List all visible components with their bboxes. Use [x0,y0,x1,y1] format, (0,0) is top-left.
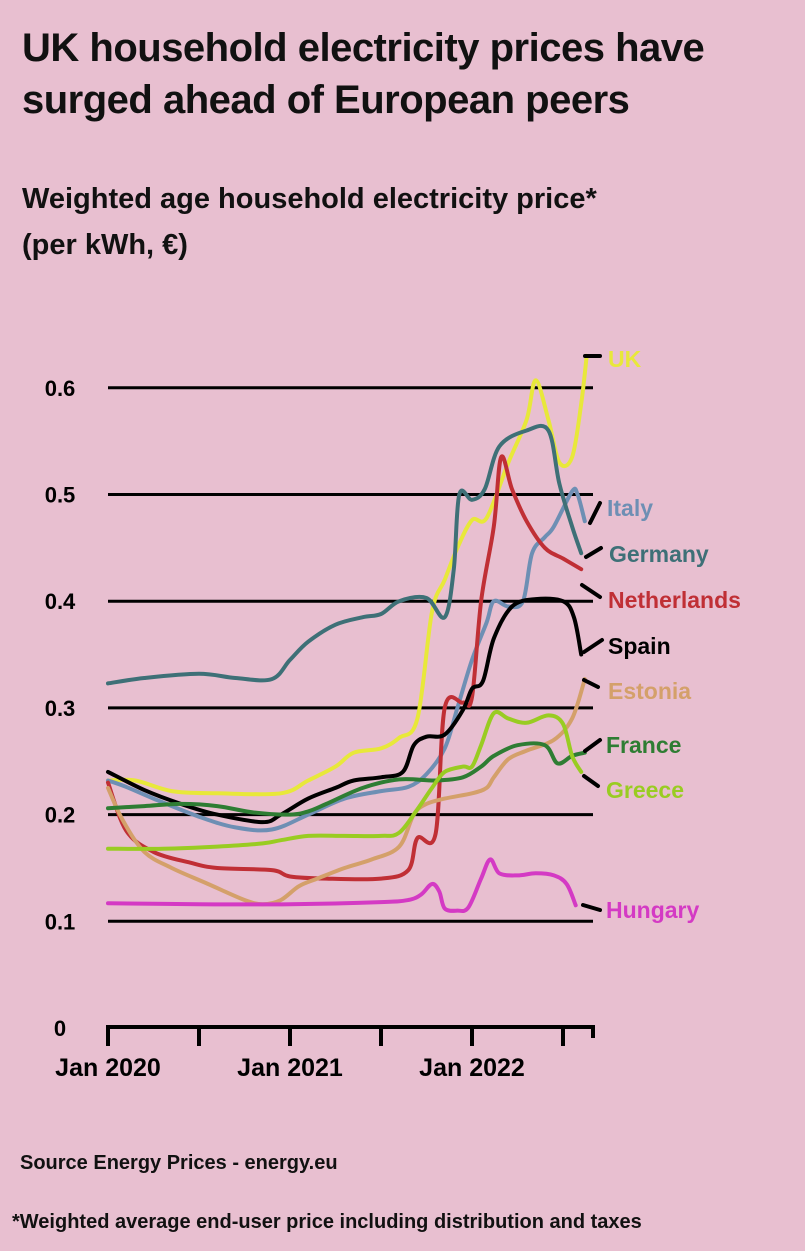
series-line-hungary [106,857,578,913]
series-line-germany [106,423,584,686]
label-leader [582,678,600,689]
x-tick-label: Jan 2022 [419,1054,525,1082]
series-line-italy [106,486,587,833]
subtitle-line-1: Weighted age household electricity price… [22,183,597,215]
chart-title: UK household electricity prices have sur… [22,26,705,122]
series-line-spain [106,596,584,825]
y-tick-label: 0 [54,1016,66,1041]
series-label-hungary: Hungary [606,897,700,923]
series-label-estonia: Estonia [608,678,691,704]
y-tick-label: 0.6 [45,376,76,401]
y-tick-label: 0.5 [45,483,76,508]
series-label-italy: Italy [607,495,653,521]
y-tick-label: 0.3 [45,696,76,721]
x-axis: Jan 2020 Jan 2021 Jan 2022 [55,1025,595,1082]
gridlines [108,386,593,923]
y-tick-label: 0.4 [45,589,76,614]
series-label-spain: Spain [608,633,671,659]
footnote: *Weighted average end-user price includi… [12,1211,642,1233]
series-label-uk: UK [608,346,642,372]
x-tick-label: Jan 2021 [237,1054,343,1082]
y-tick-label: 0.1 [45,909,76,934]
chart-subtitle: Weighted age household electricity price… [22,176,792,268]
series-label-germany: Germany [609,541,709,567]
label-leader [584,546,603,559]
source-note: Source Energy Prices - energy.eu [20,1152,338,1174]
series-line-france [106,741,587,817]
series-label-netherlands: Netherlands [608,587,741,613]
series-label-greece: Greece [606,777,684,803]
label-leader [581,903,602,912]
label-leader [588,501,602,525]
subtitle-line-2: (per kWh, €) [22,229,188,261]
x-tick-label: Jan 2020 [55,1054,161,1082]
label-leader [582,638,604,654]
label-leader [580,583,602,599]
series-line-estonia [106,677,587,907]
series-labels: UK Italy Germany Netherlands Spain Estonia Fra… [580,346,741,923]
y-axis-tick-labels: 0 0.1 0.2 0.3 0.4 0.5 0.6 [45,376,76,1041]
label-leader [583,738,602,753]
series-label-france: France [606,732,681,758]
series-line-greece [106,709,584,851]
y-tick-label: 0.2 [45,803,76,828]
label-leader [582,774,600,788]
series-lines [106,353,589,913]
series-line-uk [106,353,589,797]
series-line-netherlands [106,454,584,882]
